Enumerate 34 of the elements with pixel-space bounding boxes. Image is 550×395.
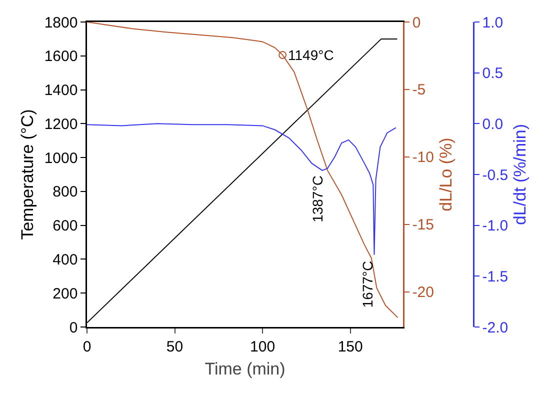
y-tick-label: 400 — [52, 251, 78, 268]
y2-tick-label: -5 — [412, 82, 426, 99]
y3-axis-title: dL/dt (%/min) — [510, 124, 530, 226]
x-axis-title: Time (min) — [204, 360, 286, 379]
y2-axis-title: dL/Lo (%) — [436, 138, 456, 212]
annotation: 1149°C — [288, 47, 334, 63]
y-tick-label: 1800 — [44, 14, 78, 32]
line-series — [87, 123, 396, 256]
y-tick-label: 600 — [52, 218, 78, 235]
y-tick-label: 0 — [69, 319, 78, 336]
y2-tick-label: -10 — [412, 149, 434, 166]
y3-tick-label: -2.0 — [482, 319, 508, 336]
y2-tick-label: -20 — [412, 284, 434, 302]
x-tick-label: 150 — [338, 338, 363, 356]
x-tick-label: 50 — [166, 338, 184, 356]
y-tick-label: 200 — [52, 285, 78, 302]
y-tick-label: 1600 — [44, 48, 78, 66]
annotation: 1677°C — [360, 260, 376, 308]
annotation: 1387°C — [310, 176, 326, 222]
y3-tick-label: -1.5 — [482, 268, 508, 286]
y-tick-label: 1200 — [44, 116, 78, 133]
y3-tick-label: 0.0 — [482, 116, 504, 133]
y2-tick-label: 0 — [412, 14, 421, 32]
y-axis-title: Temperature (°C) — [18, 109, 38, 240]
y3-tick-label: -0.5 — [482, 166, 508, 184]
y3-tick-label: 1.0 — [482, 14, 504, 32]
y-tick-label: 800 — [52, 184, 78, 201]
y2-tick-label: -15 — [412, 216, 434, 234]
x-tick-label: 0 — [82, 338, 92, 356]
y-tick-label: 1400 — [44, 82, 78, 100]
y3-tick-label: 0.5 — [482, 65, 504, 82]
x-tick-label: 100 — [250, 338, 276, 356]
y-tick-label: 1000 — [44, 150, 78, 167]
y3-tick-label: -1.0 — [482, 218, 508, 235]
